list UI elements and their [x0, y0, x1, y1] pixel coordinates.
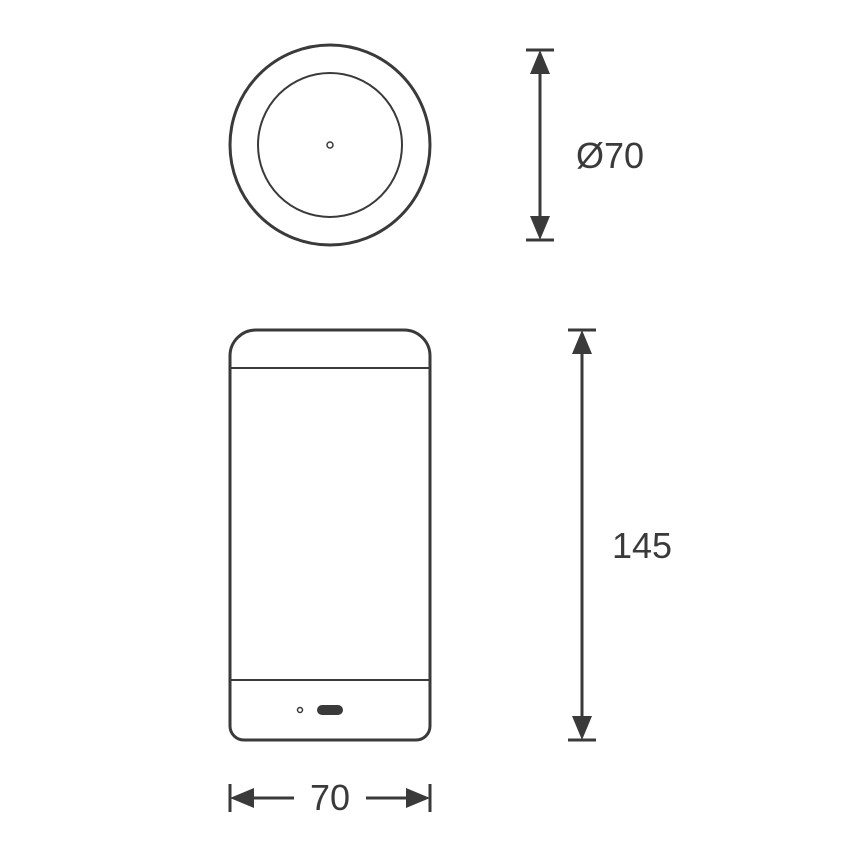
height-label: 145 — [612, 525, 672, 566]
diameter-label: Ø70 — [576, 135, 644, 176]
indicator-led-icon — [298, 708, 303, 713]
width-label: 70 — [310, 777, 350, 818]
usb-port-icon — [317, 705, 343, 715]
top-view — [230, 45, 430, 245]
side-view — [230, 330, 430, 740]
